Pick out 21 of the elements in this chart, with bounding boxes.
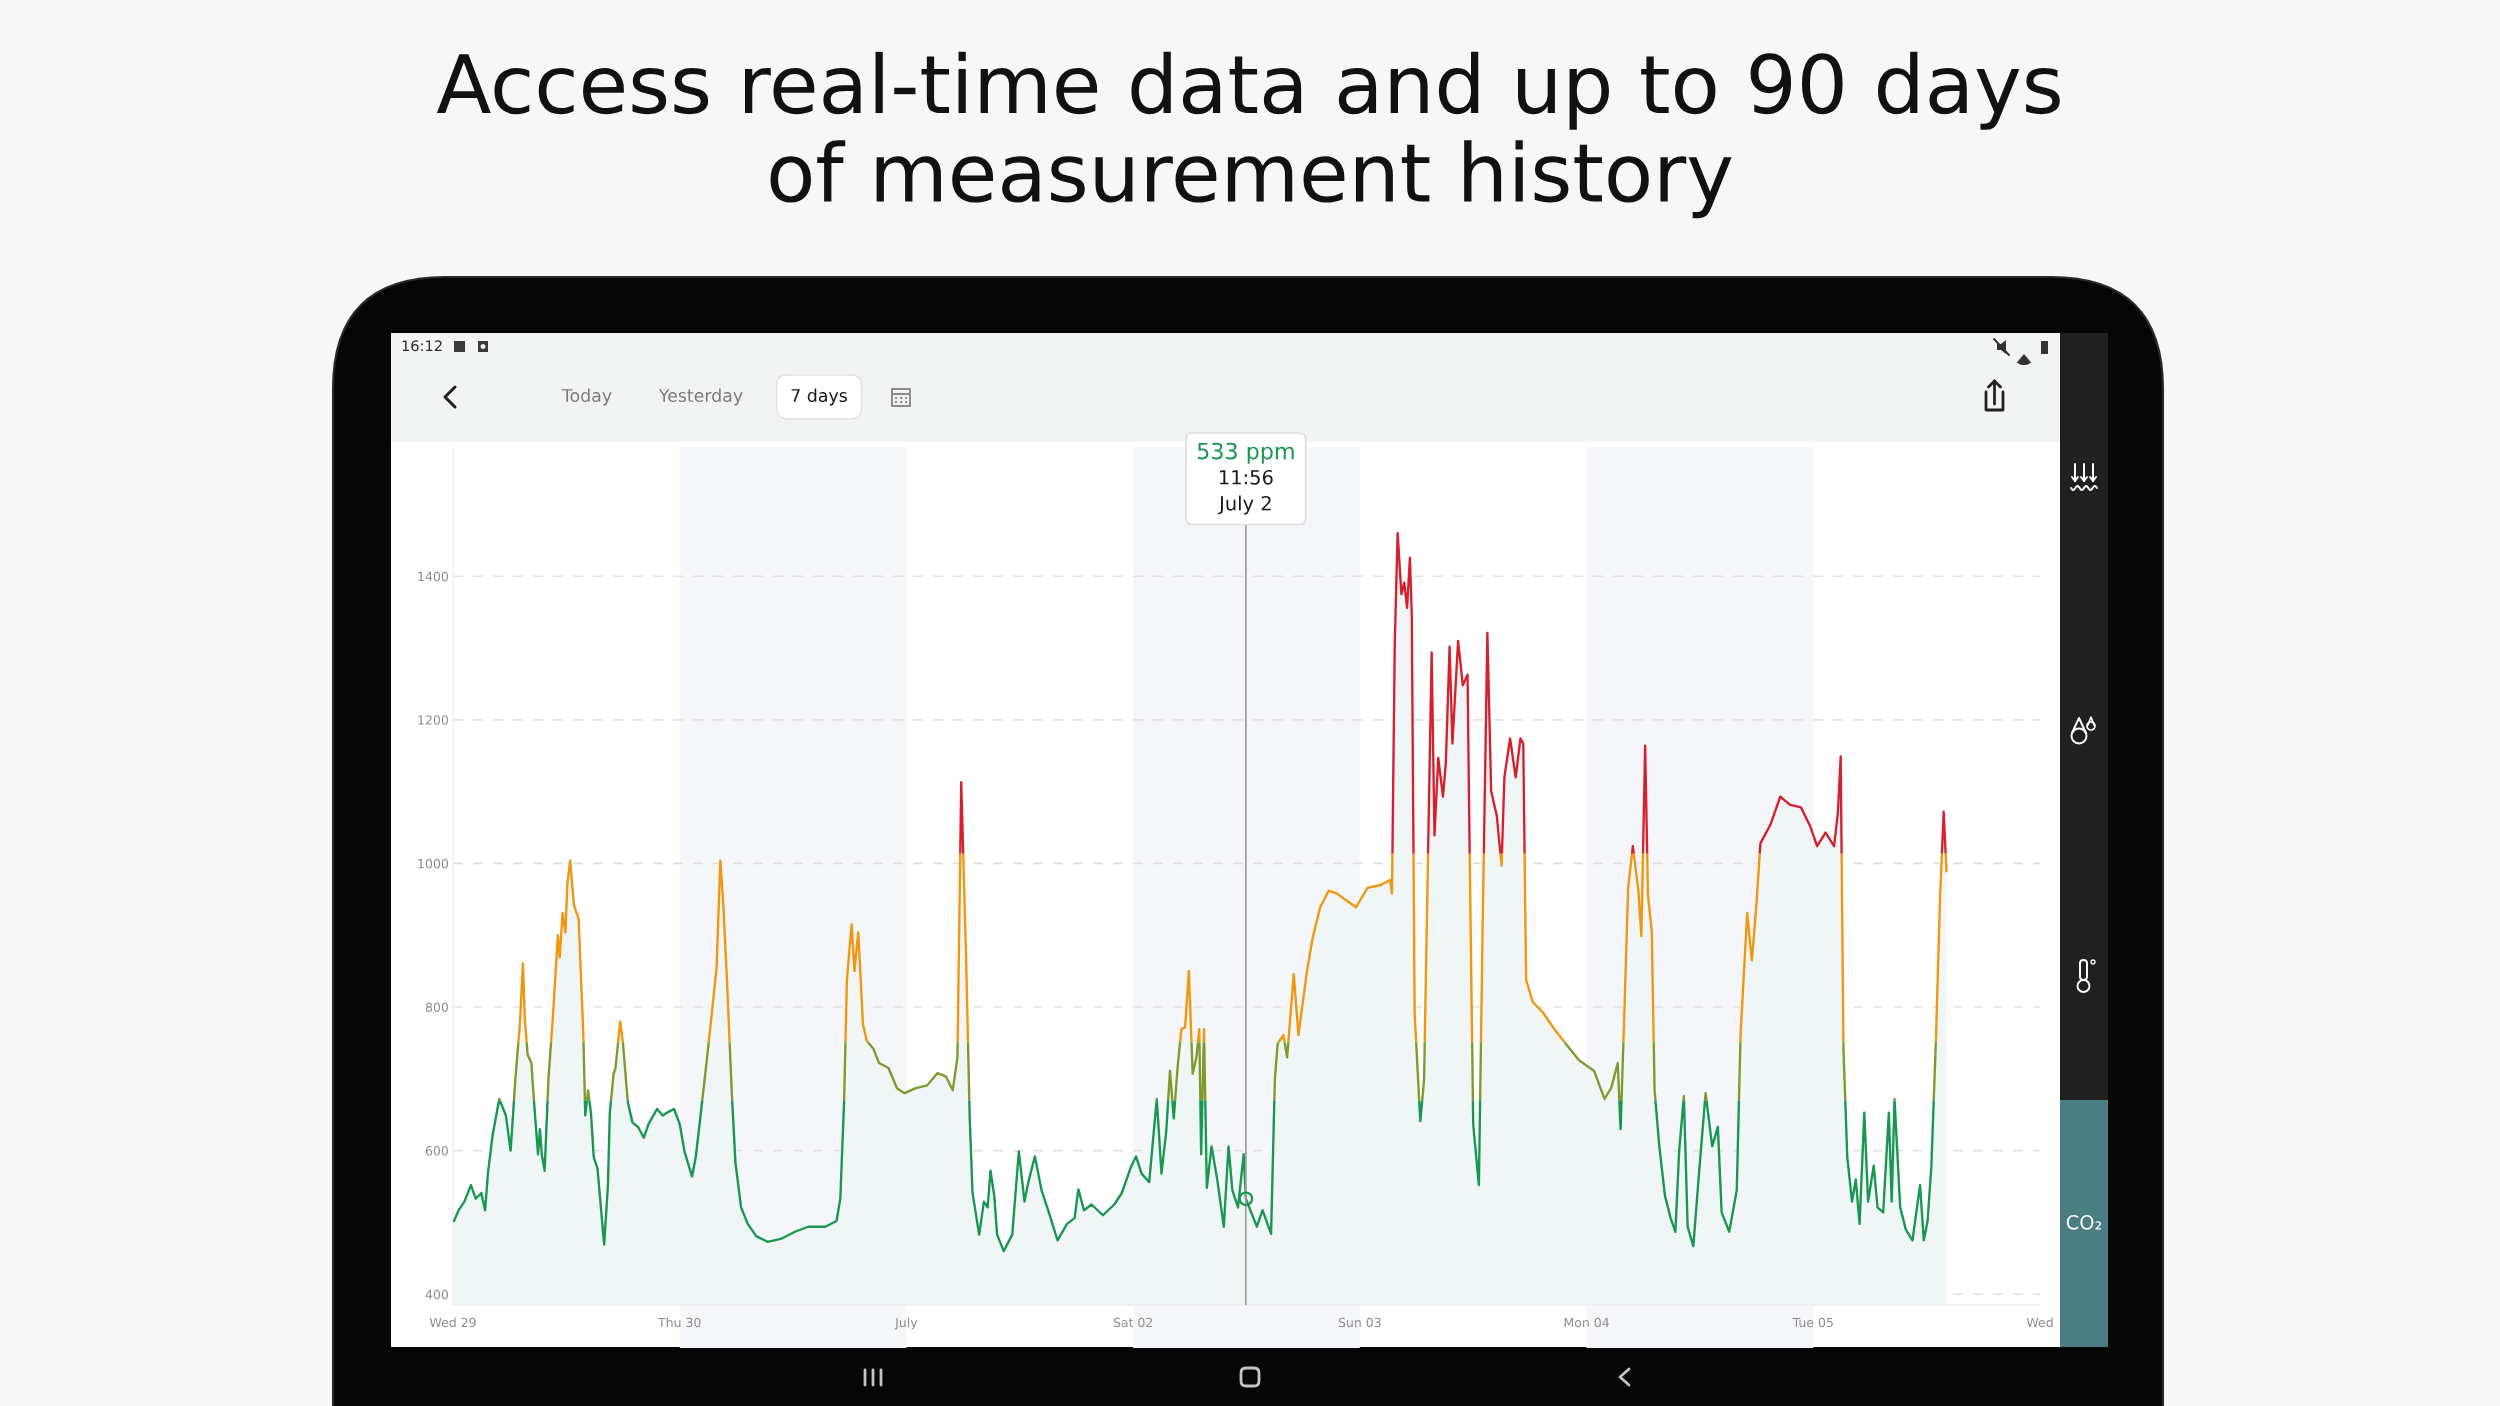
- y-tick-label: 1200: [418, 715, 448, 725]
- y-tick-label: 1400: [418, 571, 448, 582]
- x-tick-label: July: [894, 1317, 918, 1330]
- x-tick-label: Wed: [2026, 1317, 2053, 1328]
- y-tick-label: 800: [425, 1002, 448, 1012]
- x-tick-label: Tue 05: [1792, 1317, 1833, 1328]
- y-tick-label: 1000: [418, 858, 448, 869]
- x-tick-label: Sat 02: [1113, 1317, 1153, 1328]
- text: 16:12: [402, 340, 442, 352]
- text: Today: [561, 388, 612, 406]
- x-tick-label: Mon 04: [1564, 1317, 1609, 1328]
- text: 7 days: [791, 388, 847, 406]
- y-tick-label: 400: [425, 1289, 448, 1300]
- x-tick-label: Wed 29: [429, 1317, 476, 1328]
- y-tick-label: 600: [425, 1146, 448, 1156]
- text: CO₂: [2066, 1214, 2102, 1230]
- x-tick-label: Thu 30: [658, 1317, 701, 1328]
- text: Yesterday: [658, 388, 743, 406]
- chart-title: Access real-time data and up to 90 days of measurement history: [436, 51, 2060, 219]
- annotation: 533 ppm 11:56 July 2: [1197, 442, 1294, 515]
- x-tick-label: Sun 03: [1338, 1317, 1381, 1328]
